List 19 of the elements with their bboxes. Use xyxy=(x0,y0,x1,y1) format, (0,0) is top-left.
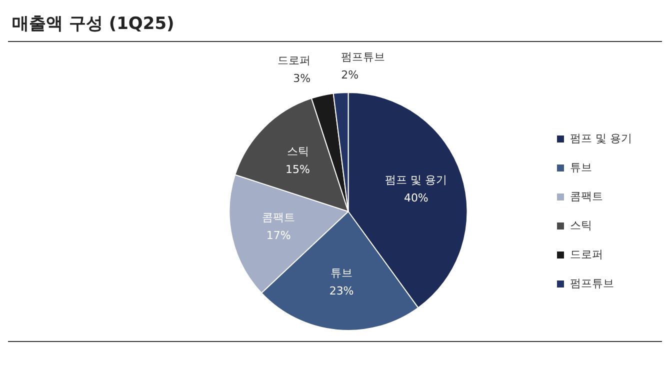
data-label: 2% xyxy=(341,68,359,82)
legend-label: 펌프튜브 xyxy=(570,276,614,290)
data-label: 3% xyxy=(293,72,311,85)
legend-label: 펌프 및 용기 xyxy=(570,132,632,145)
legend-label: 콤팩트 xyxy=(570,190,604,203)
data-label: 40% xyxy=(404,191,428,204)
legend-label: 스틱 xyxy=(570,218,592,232)
slice-label: 스틱 xyxy=(286,144,309,158)
slice-label: 튜브 xyxy=(330,266,353,280)
data-label: 15% xyxy=(286,162,310,176)
slice-label: 콤팩트 xyxy=(262,210,296,224)
slice-label: 드로퍼 xyxy=(278,54,311,67)
data-label: 17% xyxy=(266,228,291,242)
legend-label: 튜브 xyxy=(570,160,592,174)
data-label: 23% xyxy=(329,284,354,298)
legend-label: 드로퍼 xyxy=(570,248,604,261)
slice-label: 펌프튜브 xyxy=(341,50,386,64)
slice-label: 펌프 및 용기 xyxy=(385,173,448,186)
text: 매출액 구성 (1Q25) xyxy=(8,8,662,42)
